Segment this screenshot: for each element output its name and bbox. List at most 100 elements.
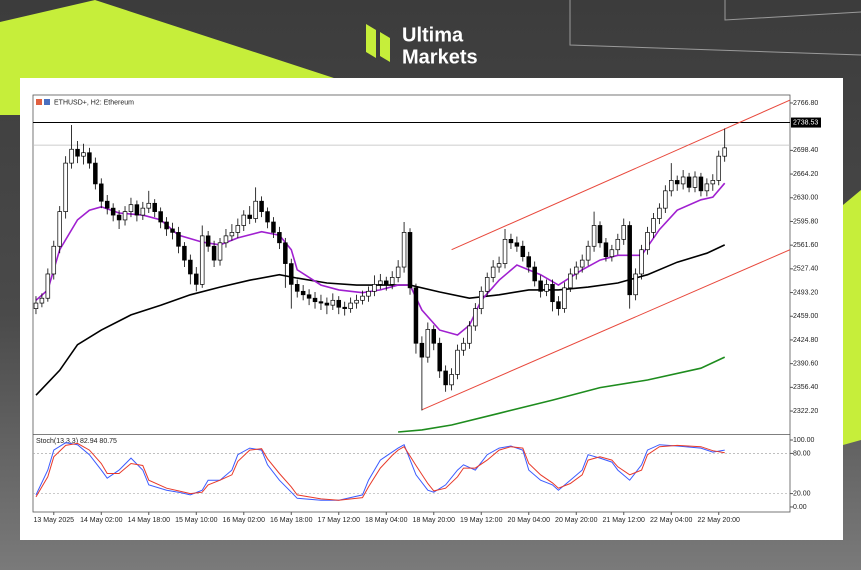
candle-body [538, 280, 543, 292]
stochastic-line [35, 442, 725, 501]
candle-body [259, 200, 264, 212]
candle-body [698, 176, 704, 192]
candle-body [615, 238, 621, 251]
candle-body [235, 225, 241, 233]
candle-body [372, 284, 377, 292]
candle-body [188, 259, 193, 275]
trend-line [451, 99, 790, 251]
candle-body [205, 235, 211, 247]
candle-body [223, 235, 229, 244]
candle-body [574, 266, 579, 275]
candle-body [99, 183, 104, 202]
candle-body [134, 204, 140, 216]
x-tick-label: 14 May 18:00 [128, 517, 171, 524]
candle-body [603, 242, 609, 258]
y-tick-label: 2390.60 [793, 360, 818, 367]
candle-body [657, 207, 662, 219]
candle-body [473, 308, 478, 327]
candle-body [621, 225, 627, 240]
candle-body [271, 221, 276, 233]
x-tick-label: 14 May 02:00 [80, 517, 123, 524]
accent-band-right [843, 190, 861, 445]
candle-body [479, 290, 484, 309]
candle-body [692, 176, 698, 188]
candle-body [663, 190, 668, 209]
logo-mark [366, 24, 376, 58]
price-tag [791, 117, 821, 128]
chart-frame [32, 94, 791, 513]
candle-body [211, 245, 217, 261]
y-tick-label: 2322.20 [793, 408, 818, 415]
trend-line [421, 249, 790, 411]
candle-body [63, 162, 68, 212]
x-tick-label: 20 May 20:00 [555, 517, 598, 524]
main-plot [33, 99, 790, 433]
candle-body [87, 152, 92, 164]
candle-body [645, 232, 650, 251]
brand-name: Markets [402, 46, 478, 68]
candle-body [182, 245, 187, 261]
candle-body [490, 266, 496, 278]
candle-body [384, 280, 389, 285]
candle-body [508, 238, 514, 244]
y-tick-label: 2698.40 [793, 147, 818, 154]
brand-name: Ultima [402, 24, 464, 46]
candle-body [633, 273, 638, 296]
candle-body [461, 342, 466, 351]
candle-body [407, 232, 413, 289]
candle-body [496, 263, 502, 268]
y-tick-label: 2766.80 [793, 100, 818, 107]
x-tick-label: 20 May 04:00 [508, 517, 551, 524]
candle-body [502, 238, 508, 264]
chart-icon [44, 99, 50, 105]
candle-body [597, 225, 603, 244]
candle-body [146, 202, 152, 209]
candle-body [170, 228, 175, 233]
candle-body [283, 242, 288, 264]
candle-body [532, 266, 537, 282]
candle-body [75, 148, 80, 157]
candle-body [716, 155, 722, 181]
candle-body [253, 200, 258, 219]
candle-body [164, 221, 169, 230]
candle-body [81, 152, 86, 157]
candle-body [526, 256, 532, 268]
candle-body [609, 249, 615, 258]
candle-body [413, 287, 419, 344]
candle-body [241, 214, 247, 226]
candle-body [449, 374, 454, 386]
moving-average [35, 244, 726, 396]
candle-body [265, 211, 270, 223]
candle-body [289, 263, 294, 285]
candle-body [176, 232, 181, 247]
chart-title: ETHUSD+, H2: Ethereum [54, 99, 134, 106]
logo: Ultima Markets [366, 24, 478, 68]
candle-body [194, 273, 199, 285]
candle-body [680, 176, 686, 185]
y-tick-label: 2630.00 [793, 195, 818, 202]
candle-body [33, 302, 39, 309]
candle-body [550, 284, 555, 303]
logo-mark [380, 32, 390, 62]
x-tick-label: 18 May 20:00 [413, 517, 456, 524]
candle-body [627, 225, 632, 296]
indicator-plot [33, 442, 790, 501]
x-tick-label: 19 May 12:00 [460, 517, 503, 524]
candle-body [300, 290, 306, 296]
candle-body [562, 287, 567, 309]
y-tick-label: 2664.20 [793, 171, 818, 178]
y-tick-label: 2561.60 [793, 242, 818, 249]
candle-body [389, 277, 395, 285]
candle-body [229, 232, 235, 237]
y-tick-label: 2356.40 [793, 384, 818, 391]
candle-body [579, 259, 585, 268]
y-tick-label: 2424.80 [793, 337, 818, 344]
candle-body [39, 297, 45, 304]
candle-body [324, 302, 330, 306]
candle-body [437, 342, 442, 372]
candle-body [425, 329, 431, 358]
candle-body [306, 294, 312, 299]
candle-body [591, 225, 597, 247]
candle-body [544, 284, 549, 292]
candle-body [199, 235, 205, 285]
